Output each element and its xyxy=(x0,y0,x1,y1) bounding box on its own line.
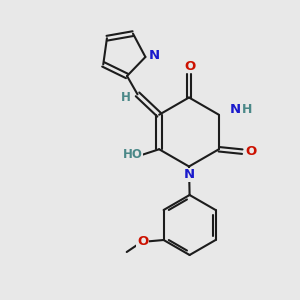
Text: H: H xyxy=(121,91,131,104)
Text: O: O xyxy=(137,235,148,248)
Text: HO: HO xyxy=(123,148,143,161)
Text: N: N xyxy=(184,168,195,182)
Text: H: H xyxy=(242,103,252,116)
Text: O: O xyxy=(245,145,256,158)
Text: O: O xyxy=(184,59,195,73)
Text: N: N xyxy=(149,49,160,62)
Text: N: N xyxy=(230,103,241,116)
